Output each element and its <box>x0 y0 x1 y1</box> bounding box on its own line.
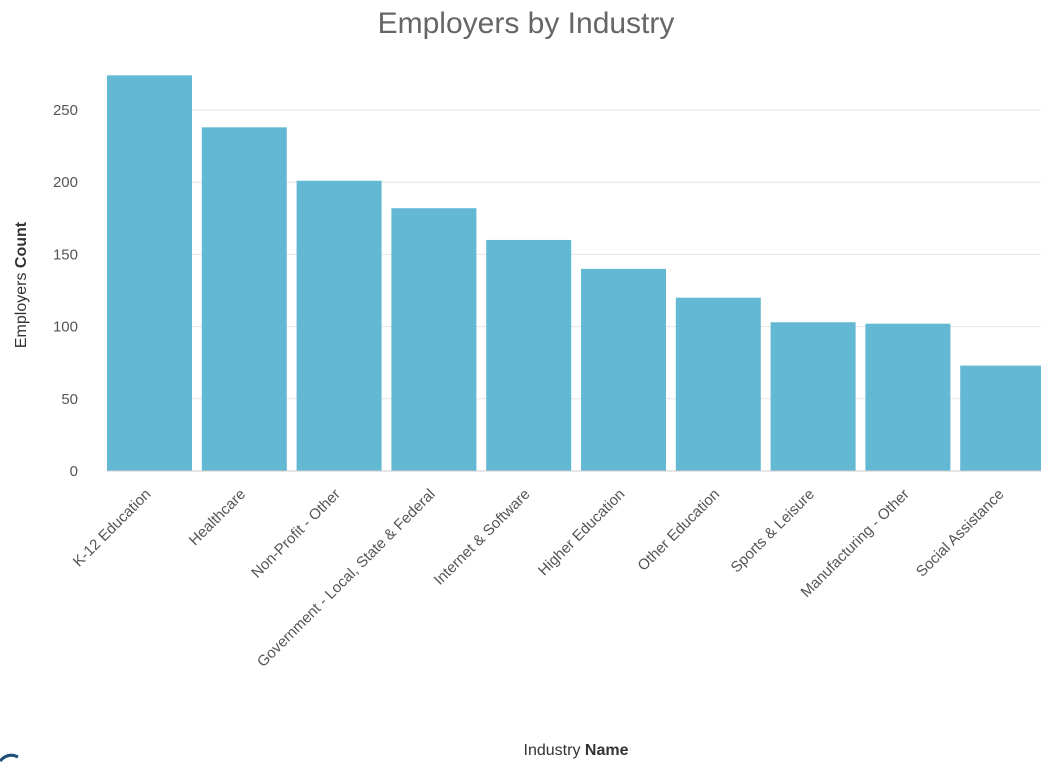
x-axis-title: Industry Name <box>524 742 629 759</box>
bar[interactable] <box>960 365 1041 471</box>
x-tick-label: Healthcare <box>186 486 249 549</box>
y-tick-label: 50 <box>61 391 78 408</box>
x-tick-label: Sports & Leisure <box>727 486 817 576</box>
x-tick-label: Manufacturing - Other <box>798 486 913 601</box>
x-tick-label: Other Education <box>634 486 723 575</box>
bar[interactable] <box>296 180 382 472</box>
x-tick-label: K-12 Education <box>70 486 155 571</box>
x-tick-label: Social Assistance <box>913 486 1008 581</box>
y-axis-title: Employers Count <box>13 221 30 348</box>
y-tick-label: 150 <box>53 246 78 263</box>
x-axis-ticks: K-12 Education Healthcare Non-Profit - Oth… <box>70 486 1008 671</box>
corner-logo-fragment <box>0 753 19 762</box>
y-axis-ticks: 0 50 100 150 200 250 <box>53 102 78 480</box>
bar[interactable] <box>201 127 287 471</box>
bar[interactable] <box>107 75 192 472</box>
x-tick-label: Internet & Software <box>431 486 534 589</box>
y-tick-label: 200 <box>53 174 78 191</box>
x-tick-label: Government - Local, State & Federal <box>254 486 439 671</box>
bar[interactable] <box>675 297 761 471</box>
y-tick-label: 100 <box>53 319 78 336</box>
x-tick-label: Non-Profit - Other <box>248 486 344 582</box>
bar[interactable] <box>581 268 666 471</box>
bar[interactable] <box>770 322 856 471</box>
y-tick-label: 250 <box>53 102 78 119</box>
x-axis-title-normal: Industry <box>524 742 585 759</box>
bar[interactable] <box>865 323 951 471</box>
bar[interactable] <box>391 208 477 471</box>
y-tick-label: 0 <box>70 463 78 480</box>
x-axis-title-bold: Name <box>585 742 629 759</box>
bar[interactable] <box>486 239 572 471</box>
bars <box>107 75 1041 472</box>
x-tick-label: Higher Education <box>535 486 628 579</box>
y-axis-title-normal: Employers <box>13 268 30 348</box>
y-axis-title-bold: Count <box>13 221 30 268</box>
chart-title: Employers by Industry <box>378 7 675 40</box>
